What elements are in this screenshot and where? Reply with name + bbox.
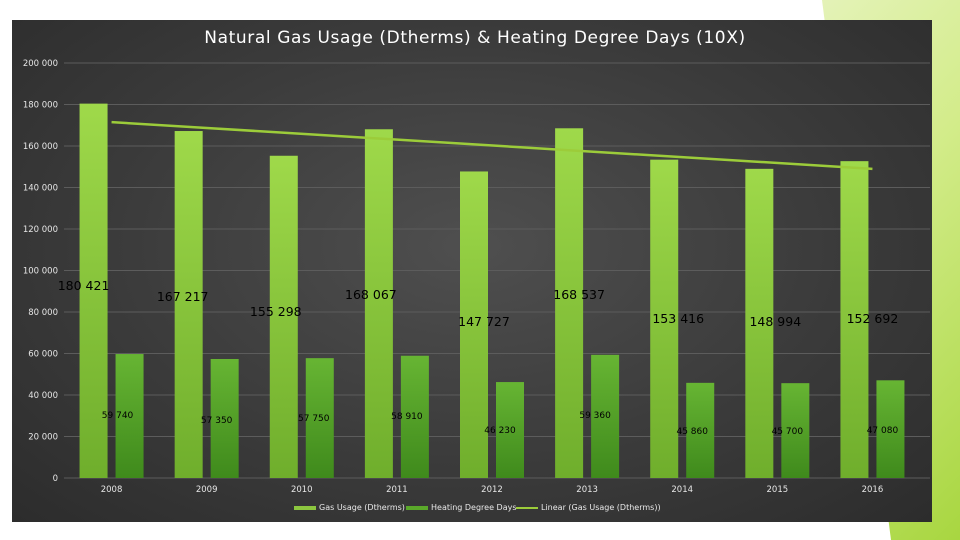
legend-swatch-heating-degree-days [406,505,428,510]
bar-heating-degree-days [115,354,144,478]
x-tick-label: 2016 [862,485,884,495]
x-tick-label: 2009 [196,485,218,495]
x-tick-label: 2010 [291,485,313,495]
data-label-gas-usage: 167 217 [157,289,209,304]
data-label-gas-usage: 155 298 [250,304,302,319]
y-tick-label: 60 000 [28,350,58,360]
data-label-gas-usage: 148 994 [749,314,801,329]
legend-swatch-trendline [516,506,538,509]
data-label-gas-usage: 153 416 [652,311,704,326]
y-tick-label: 20 000 [28,433,58,443]
y-tick-label: 80 000 [28,308,58,318]
data-label-heating-degree-days: 57 350 [201,416,233,426]
y-tick-label: 120 000 [23,225,58,235]
legend-swatch-gas-usage [294,505,316,510]
bar-gas-usage [745,168,774,478]
legend-item-gas-usage: Gas Usage (Dtherms) [294,503,405,512]
data-label-heating-degree-days: 45 700 [772,427,804,437]
bar-gas-usage [555,128,584,479]
bar-heating-degree-days [496,382,524,478]
data-label-heating-degree-days: 57 750 [298,414,330,424]
bar-heating-degree-days [876,380,905,478]
x-tick-label: 2012 [481,485,503,495]
y-tick-label: 40 000 [28,391,58,401]
bar-gas-usage [650,159,679,478]
bar-gas-usage [174,131,203,478]
bar-heating-degree-days [210,358,239,478]
bar-heating-degree-days [591,354,620,478]
y-tick-label: 200 000 [23,59,58,69]
x-tick-label: 2014 [671,485,693,495]
bar-heating-degree-days [686,382,715,478]
bar-heating-degree-days [305,358,334,478]
x-tick-label: 2013 [576,485,598,495]
data-label-heating-degree-days: 47 080 [867,426,899,436]
y-tick-label: 0 [53,474,58,484]
data-label-heating-degree-days: 45 860 [676,427,708,437]
bar-gas-usage [79,103,108,478]
bar-heating-degree-days [781,383,810,478]
y-tick-label: 180 000 [23,101,58,111]
x-tick-label: 2008 [101,485,123,495]
legend-label-gas-usage: Gas Usage (Dtherms) [319,503,405,512]
data-label-gas-usage: 168 067 [345,287,397,302]
chart-legend: Gas Usage (Dtherms) Heating Degree Days … [0,503,960,517]
data-label-gas-usage: 180 421 [58,278,110,293]
y-tick-label: 160 000 [23,142,58,152]
bar-gas-usage [269,155,298,478]
bar-heating-degree-days [400,355,429,478]
bar-gas-usage [364,129,393,478]
data-label-gas-usage: 168 537 [553,287,605,302]
bar-gas-usage [840,161,869,478]
legend-item-trendline: Linear (Gas Usage (Dtherms)) [516,503,661,512]
data-label-heating-degree-days: 46 230 [484,426,516,436]
bar-gas-usage [460,171,488,478]
y-tick-label: 100 000 [23,267,58,277]
y-tick-label: 140 000 [23,184,58,194]
data-label-heating-degree-days: 58 910 [391,412,423,422]
legend-label-heating-degree-days: Heating Degree Days [431,503,517,512]
data-label-heating-degree-days: 59 740 [102,411,134,421]
trendline [111,120,873,171]
data-label-gas-usage: 147 727 [458,314,510,329]
chart-title: Natural Gas Usage (Dtherms) & Heating De… [204,28,746,48]
legend-label-trendline: Linear (Gas Usage (Dtherms)) [541,503,661,512]
legend-item-heating-degree-days: Heating Degree Days [406,503,517,512]
data-label-gas-usage: 152 692 [847,311,899,326]
data-label-heating-degree-days: 59 360 [579,411,611,421]
x-tick-label: 2011 [386,485,408,495]
x-tick-label: 2015 [767,485,789,495]
